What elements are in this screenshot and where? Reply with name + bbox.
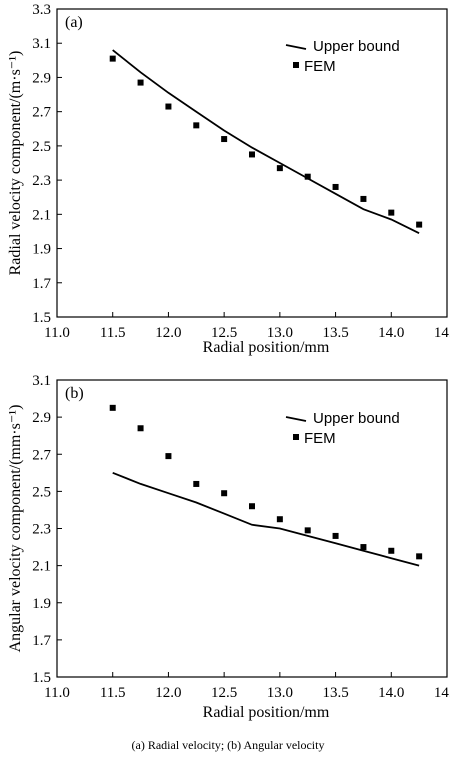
fem-point xyxy=(360,195,367,202)
fem-point xyxy=(249,503,255,510)
fem-point xyxy=(304,527,311,534)
y-axis-label: Radial velocity component/(m·s⁻¹) xyxy=(7,51,24,276)
x-tick-label: 14.5 xyxy=(434,325,450,341)
figure-caption: (a) Radial velocity; (b) Angular velocit… xyxy=(132,738,325,752)
y-tick-label: 2.3 xyxy=(32,522,51,538)
fem-point xyxy=(137,425,144,432)
fem-point xyxy=(332,532,339,539)
panel-label: (b) xyxy=(65,385,84,402)
y-tick-label: 2.7 xyxy=(32,105,51,121)
y-tick-label: 1.7 xyxy=(32,633,51,649)
x-tick-label: 13.5 xyxy=(322,685,348,701)
legend-label-fem: FEM xyxy=(304,58,336,75)
y-tick-label: 1.5 xyxy=(32,310,51,326)
fem-point xyxy=(416,553,423,560)
y-tick-label: 3.1 xyxy=(32,373,51,389)
legend-marker-swatch xyxy=(293,434,299,440)
x-tick-label: 13.5 xyxy=(322,325,348,341)
fem-point xyxy=(249,151,255,158)
x-tick-label: 13.0 xyxy=(267,325,293,341)
x-tick-label: 12.0 xyxy=(155,685,181,701)
fem-point xyxy=(165,453,172,460)
y-tick-label: 2.9 xyxy=(32,410,51,426)
plot-frame xyxy=(56,8,448,318)
y-tick-label: 2.3 xyxy=(32,173,51,189)
fem-point xyxy=(109,55,116,62)
y-tick-label: 2.5 xyxy=(32,139,51,155)
y-tick-label: 1.5 xyxy=(32,670,51,686)
series-line-upper-bound xyxy=(112,471,420,567)
x-tick-label: 13.0 xyxy=(267,685,293,701)
legend-label-upper-bound: Upper bound xyxy=(313,410,400,427)
fem-point xyxy=(193,122,200,129)
y-tick-label: 3.1 xyxy=(32,36,51,52)
fem-point xyxy=(193,480,200,487)
fem-point xyxy=(165,103,172,110)
panel-label: (a) xyxy=(65,14,83,31)
y-tick-label: 2.5 xyxy=(32,484,51,500)
x-tick-label: 12.5 xyxy=(211,685,237,701)
chart-b: 11.0 11.5 12.0 12.5 13.0 13.5 14.0 14.5 1.5 1.7 1.… xyxy=(7,373,450,721)
x-tick-label: 11.0 xyxy=(44,685,70,701)
fem-point xyxy=(332,183,339,190)
x-tick-label: 11.0 xyxy=(44,325,70,341)
y-tick-label: 1.9 xyxy=(32,596,51,612)
fem-point xyxy=(276,516,283,523)
fem-point xyxy=(388,209,395,216)
legend-line-swatch xyxy=(285,44,307,50)
fem-point xyxy=(360,544,367,551)
legend-label-upper-bound: Upper bound xyxy=(313,38,400,55)
y-tick-label: 2.7 xyxy=(32,447,51,463)
x-tick-label: 14.0 xyxy=(378,685,404,701)
series-line-upper-bound xyxy=(112,49,420,235)
fem-point xyxy=(221,136,228,143)
y-tick-label: 2.1 xyxy=(32,207,51,223)
x-tick-label: 14.0 xyxy=(378,325,404,341)
x-tick-label: 14.5 xyxy=(434,685,450,701)
y-axis-label: Angular velocity component/(mm·s⁻¹) xyxy=(7,405,24,653)
x-tick-label: 11.5 xyxy=(100,325,126,341)
y-tick-label: 3.3 xyxy=(32,2,51,18)
x-axis-label: Radial position/mm xyxy=(203,704,330,721)
fem-point xyxy=(276,165,283,172)
y-tick-label: 2.1 xyxy=(32,559,51,575)
x-tick-label: 12.0 xyxy=(155,325,181,341)
fem-point xyxy=(221,490,228,497)
y-tick-label: 2.9 xyxy=(32,70,51,86)
fem-point xyxy=(109,404,116,411)
legend-marker-swatch xyxy=(293,62,299,68)
fem-point xyxy=(304,173,311,180)
y-tick-label: 1.9 xyxy=(32,242,51,258)
x-axis-label: Radial position/mm xyxy=(203,339,330,356)
x-tick-label: 12.5 xyxy=(211,325,237,341)
y-tick-label: 1.7 xyxy=(32,276,51,292)
x-tick-label: 11.5 xyxy=(100,685,126,701)
legend-label-fem: FEM xyxy=(304,430,336,447)
fem-point xyxy=(388,547,395,554)
chart-a: 11.0 11.5 12.0 12.5 13.0 13.5 14.0 14.5 1.5 1.7 1.… xyxy=(7,2,450,356)
legend-line-swatch xyxy=(285,416,307,422)
fem-point xyxy=(137,79,144,86)
fem-point xyxy=(416,221,423,228)
